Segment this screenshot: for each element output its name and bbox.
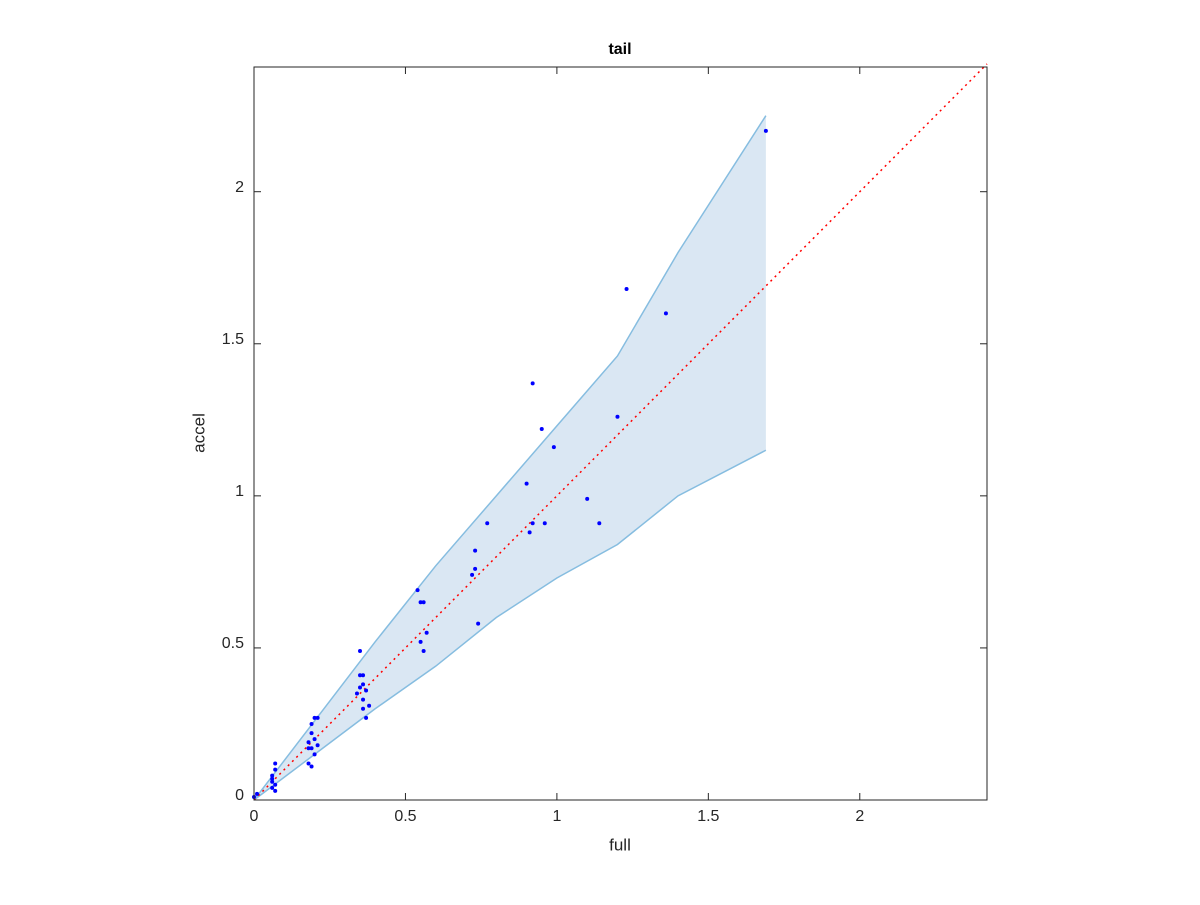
point	[306, 740, 311, 745]
point	[255, 791, 260, 796]
point	[270, 773, 275, 778]
x-tick-label: 2	[855, 808, 864, 825]
point	[473, 548, 478, 553]
axes-box	[253, 66, 988, 801]
point	[424, 630, 429, 635]
point	[312, 752, 317, 757]
point	[270, 785, 275, 790]
point	[615, 414, 620, 419]
point	[364, 688, 369, 693]
point	[364, 715, 369, 720]
point	[415, 588, 420, 593]
band-edge	[253, 115, 767, 801]
y-tick-label: 1	[235, 483, 244, 500]
point	[524, 481, 529, 486]
x-tick-label: 1.5	[697, 808, 719, 825]
point	[273, 761, 278, 766]
point	[358, 648, 363, 653]
band-edge	[253, 449, 767, 801]
point	[418, 639, 423, 644]
point	[361, 673, 366, 678]
point	[421, 600, 426, 605]
point	[273, 782, 278, 787]
point	[473, 566, 478, 571]
point	[663, 311, 668, 316]
point	[597, 521, 602, 526]
y-tick-label: 1.5	[222, 331, 244, 348]
point	[312, 715, 317, 720]
y-tick-label: 2	[235, 179, 244, 196]
point	[309, 764, 314, 769]
point	[485, 521, 490, 526]
point	[270, 776, 275, 781]
point	[358, 685, 363, 690]
point	[551, 445, 556, 450]
point	[315, 715, 320, 720]
point	[315, 743, 320, 748]
point	[476, 621, 481, 626]
point	[361, 682, 366, 687]
y-axis-label: accel	[189, 413, 208, 453]
point	[306, 746, 311, 751]
chart-title: tail	[608, 41, 631, 58]
y-tick-label: 0.5	[222, 635, 244, 652]
point	[354, 691, 359, 696]
point	[470, 572, 475, 577]
point	[309, 721, 314, 726]
point	[527, 530, 532, 535]
point	[309, 731, 314, 736]
point	[367, 703, 372, 708]
point	[530, 521, 535, 526]
point	[418, 600, 423, 605]
point	[358, 673, 363, 678]
point	[306, 761, 311, 766]
band-area	[254, 115, 766, 801]
point	[361, 697, 366, 702]
point	[273, 767, 278, 772]
reference-line	[253, 63, 988, 801]
x-tick-label: 0	[250, 808, 259, 825]
point	[270, 779, 275, 784]
point	[585, 496, 590, 501]
point	[539, 426, 544, 431]
point	[624, 287, 629, 292]
point	[361, 706, 366, 711]
x-tick-label: 1	[552, 808, 561, 825]
point	[312, 737, 317, 742]
point	[309, 746, 314, 751]
point	[542, 521, 547, 526]
point	[421, 648, 426, 653]
point	[763, 128, 768, 133]
point	[530, 381, 535, 386]
y-tick-label: 0	[235, 787, 244, 804]
x-axis-label: full	[609, 835, 631, 854]
point	[273, 788, 278, 793]
x-tick-label: 0.5	[394, 808, 416, 825]
